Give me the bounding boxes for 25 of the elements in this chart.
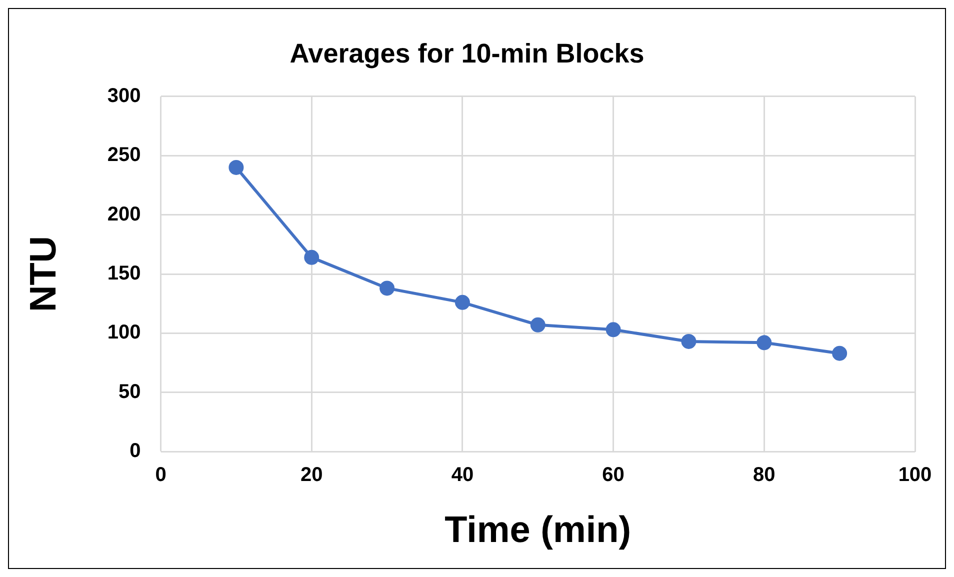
point [756,335,772,350]
x-tick-label: 20 [300,464,323,486]
x-tick-label: 100 [898,464,932,486]
point [228,160,244,175]
y-tick-label: 150 [107,262,141,285]
x-tick-label: 60 [602,464,624,486]
x-tick-label: 40 [451,464,474,486]
point [681,334,696,349]
point [380,280,395,296]
x-axis-title: Time (min) [444,509,632,550]
x-tick-label: 0 [155,464,166,486]
point [832,346,848,361]
point [606,322,621,338]
x-tick-label: 80 [753,464,776,486]
y-tick-label: 100 [107,322,141,344]
y-tick-label: 200 [107,203,141,226]
y-tick-label: 300 [107,84,141,107]
y-tick-label: 250 [107,144,141,166]
y-tick-label: 50 [118,380,141,403]
y-axis-title: NTU [22,236,64,312]
y-tick-label: 0 [130,440,141,462]
point [530,317,546,332]
point [454,294,470,310]
chart-title: Averages for 10-min Blocks [290,38,644,69]
point [304,250,320,265]
